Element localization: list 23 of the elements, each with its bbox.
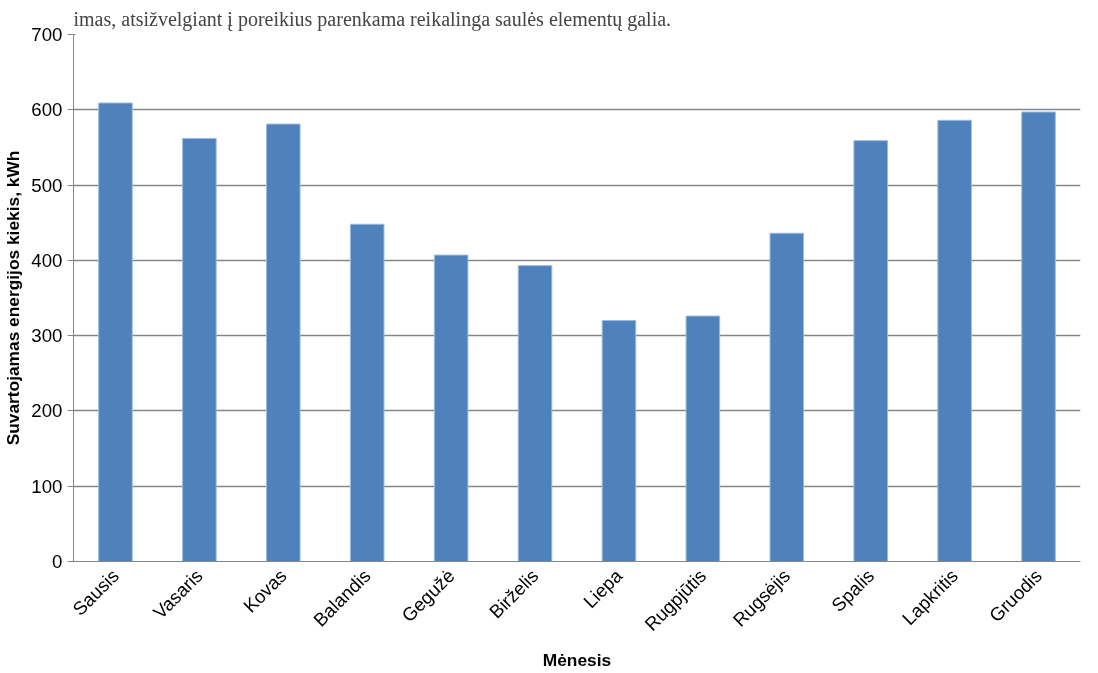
y-tick-label: 400	[31, 249, 63, 271]
bar	[349, 223, 385, 562]
y-tick-label: 100	[31, 475, 63, 497]
bar	[1021, 111, 1056, 562]
y-tick-label: 300	[31, 325, 63, 347]
bar	[517, 265, 553, 562]
bar	[98, 102, 133, 562]
bar	[266, 123, 301, 562]
bar	[937, 119, 972, 562]
y-axis-title: Suvartojamas energijos kiekis, kWh	[3, 150, 24, 446]
y-tick-label: 200	[31, 400, 63, 422]
text: imas, atsižvelgiant į poreikius parenkama reikalinga saulės elementų galia.	[73, 7, 672, 31]
bar	[433, 254, 469, 562]
y-tick-label: 0	[52, 551, 63, 572]
bar	[853, 140, 888, 562]
bar	[685, 315, 721, 562]
y-tick-label: 700	[31, 24, 63, 45]
bar	[601, 320, 637, 562]
bar	[769, 232, 805, 562]
y-tick-label: 500	[31, 174, 63, 196]
y-tick-label: 600	[31, 99, 63, 121]
bar	[182, 137, 217, 562]
x-axis-title: Mėnesis	[542, 650, 612, 671]
